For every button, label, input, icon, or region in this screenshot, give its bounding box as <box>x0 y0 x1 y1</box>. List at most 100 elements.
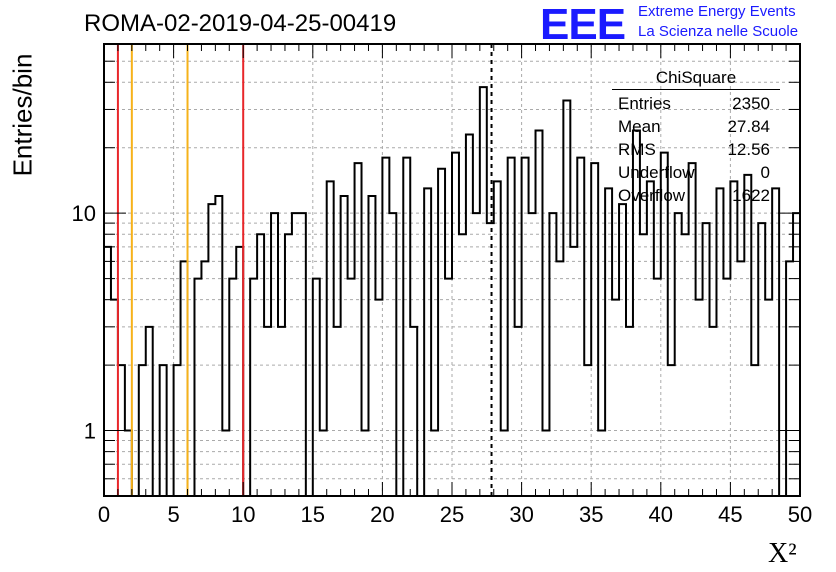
histogram-bin <box>410 327 417 496</box>
histogram-bin <box>591 163 598 496</box>
histogram-bin <box>563 100 570 496</box>
x-tick-label: 10 <box>231 502 255 527</box>
histogram-bin <box>125 431 132 496</box>
histogram-bin <box>445 279 452 496</box>
histogram-bin <box>730 181 737 496</box>
histogram-bin <box>786 261 793 496</box>
histogram-bin <box>375 300 382 496</box>
x-tick-label: 45 <box>718 502 742 527</box>
histogram-bin <box>619 204 626 496</box>
histogram-bin <box>473 213 480 496</box>
histogram-bin <box>647 181 654 496</box>
x-tick-label: 40 <box>649 502 673 527</box>
histogram-bin <box>160 365 167 496</box>
histogram-bin <box>320 431 327 496</box>
stats-name: ChiSquare <box>612 68 780 90</box>
histogram-bin <box>703 223 710 496</box>
histogram-bin <box>348 279 355 496</box>
histogram-bin <box>313 279 320 496</box>
logo-line-1: Extreme Energy Events <box>638 3 796 20</box>
histogram-bin <box>438 169 445 496</box>
stats-value: 12.56 <box>727 140 770 159</box>
histogram-bin <box>215 196 222 496</box>
histogram-bin <box>716 188 723 496</box>
histogram-bin <box>452 153 459 496</box>
histogram-bin <box>222 431 229 496</box>
x-tick-label: 15 <box>301 502 325 527</box>
x-tick-label: 50 <box>788 502 812 527</box>
histogram-bin <box>480 87 487 496</box>
histogram-bin <box>737 261 744 496</box>
x-axis-label: X² <box>768 538 797 569</box>
y-axis-label-box: Entries/bin <box>6 40 40 190</box>
chart-title: ROMA-02-2019-04-25-00419 <box>84 10 397 37</box>
histogram-bin <box>299 213 306 496</box>
histogram-bin <box>459 234 466 496</box>
histogram-bin <box>654 279 661 496</box>
histogram-series <box>103 86 801 497</box>
stats-value: 2350 <box>732 94 770 113</box>
histogram-bin <box>292 213 299 496</box>
histogram-bin <box>556 261 563 496</box>
histogram-bin <box>139 365 146 496</box>
stats-row: Overflow 1622 <box>612 184 780 207</box>
histogram-bin <box>522 158 529 496</box>
histogram-bin <box>605 188 612 496</box>
histogram-bin <box>362 431 369 496</box>
histogram-bin <box>201 261 208 496</box>
histogram-bin <box>723 279 730 496</box>
histogram-bin <box>577 158 584 496</box>
histogram-bin <box>181 261 188 496</box>
stats-row: RMS 12.56 <box>612 138 780 161</box>
x-tick-label: 25 <box>440 502 464 527</box>
y-tick-label: 1 <box>84 419 96 444</box>
histogram-bin <box>487 223 494 496</box>
histogram-bin <box>515 327 522 496</box>
x-tick-label: 30 <box>509 502 533 527</box>
histogram-bin <box>626 327 633 496</box>
stats-value: 0 <box>760 163 770 182</box>
stats-label: Underflow <box>618 163 695 182</box>
histogram-bin <box>208 204 215 496</box>
histogram-bin <box>278 327 285 496</box>
histogram-bin <box>682 234 689 496</box>
histogram-bin <box>612 300 619 496</box>
histogram-bin <box>104 247 111 496</box>
stats-label: Mean <box>618 117 661 136</box>
x-tick-label: 20 <box>370 502 394 527</box>
histogram-bin <box>466 135 473 496</box>
stats-row: Underflow 0 <box>612 161 780 184</box>
histogram-bin <box>675 213 682 496</box>
histogram-bin <box>334 327 341 496</box>
stats-label: RMS <box>618 140 656 159</box>
histogram-bin <box>355 163 362 496</box>
stats-box: ChiSquare Entries 2350 Mean 27.84 RMS 12.56… <box>612 68 780 207</box>
stats-label: Overflow <box>618 186 686 205</box>
histogram-bin <box>146 327 153 496</box>
eee-logo: EEE <box>540 0 626 49</box>
histogram-bin <box>389 213 396 496</box>
histogram-bin <box>640 234 647 496</box>
histogram-bin <box>598 431 605 496</box>
histogram-bin <box>668 365 675 496</box>
histogram-bin <box>236 247 243 496</box>
histogram-bin <box>689 163 696 496</box>
histogram-bin <box>250 279 257 496</box>
histogram-bin <box>549 213 556 496</box>
histogram-bin <box>710 327 717 496</box>
histogram-bin <box>508 158 515 496</box>
histogram-bin <box>751 365 758 496</box>
histogram-bin <box>529 213 536 496</box>
x-tick-label: 35 <box>579 502 603 527</box>
y-axis-label: Entries/bin <box>7 53 38 177</box>
y-tick-label: 10 <box>72 201 96 226</box>
histogram-bin <box>229 279 236 496</box>
histogram-bin <box>494 181 501 496</box>
histogram-bin <box>368 196 375 496</box>
stats-value: 1622 <box>732 186 770 205</box>
histogram-bin <box>403 158 410 496</box>
x-tick-label: 0 <box>98 502 110 527</box>
histogram-bin <box>744 175 751 496</box>
histogram-bin <box>327 181 334 496</box>
